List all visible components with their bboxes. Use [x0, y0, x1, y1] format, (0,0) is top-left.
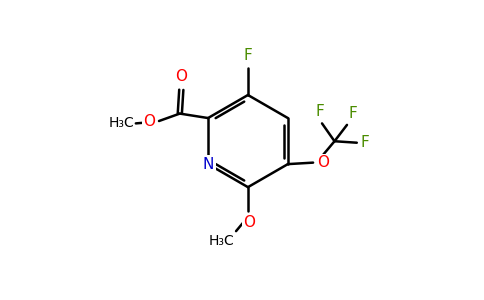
Text: N: N	[202, 157, 214, 172]
Text: O: O	[318, 155, 329, 170]
Text: H₃C: H₃C	[108, 116, 135, 130]
Text: F: F	[315, 104, 324, 119]
Text: F: F	[361, 135, 370, 150]
Text: H₃C: H₃C	[209, 233, 235, 248]
Text: O: O	[143, 113, 155, 128]
Text: O: O	[175, 70, 187, 85]
Text: F: F	[348, 106, 357, 121]
Text: F: F	[243, 48, 252, 63]
Text: O: O	[243, 215, 255, 230]
